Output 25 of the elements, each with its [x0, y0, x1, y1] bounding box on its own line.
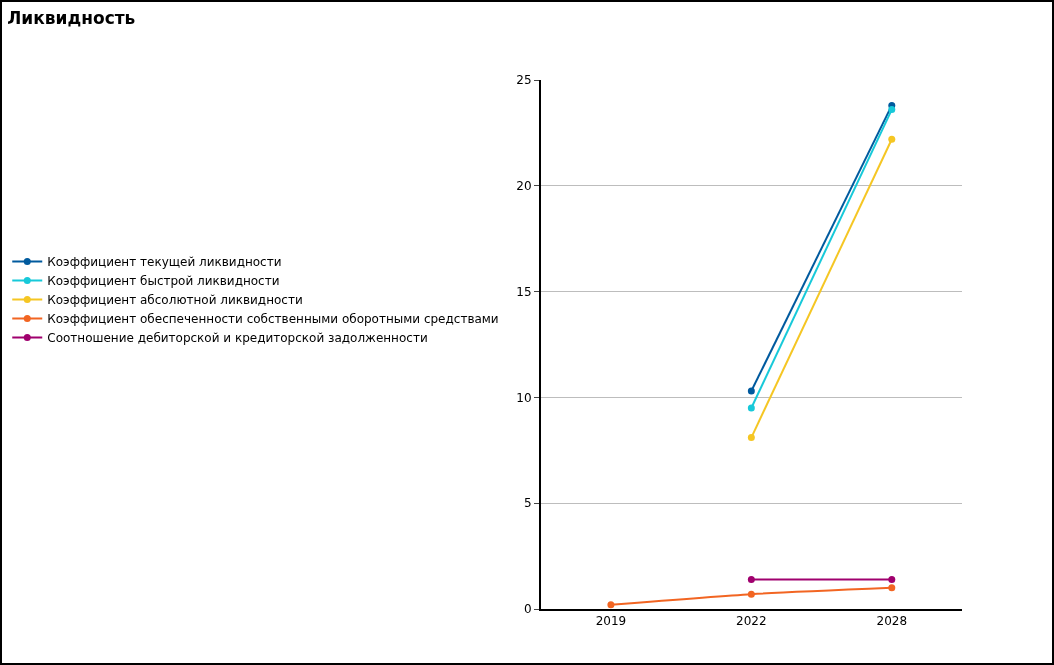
point	[747, 434, 755, 442]
point	[888, 106, 896, 114]
point	[888, 575, 896, 583]
y-tick-label: 0	[523, 602, 532, 617]
text: Ликвидность	[7, 7, 136, 28]
x-tick-label: 2022	[736, 614, 767, 629]
legend-label: Коэффициент абсолютной ликвидности	[47, 293, 303, 308]
point	[888, 584, 896, 592]
y-tick-label: 15	[516, 284, 532, 299]
x-tick-label: 2019	[595, 614, 627, 629]
y-tick-label: 10	[516, 390, 532, 405]
y-tick-label: 20	[516, 179, 532, 193]
legend-label: Соотношение дебиторской и кредиторской задолженности	[47, 331, 428, 346]
point	[888, 135, 896, 143]
point	[747, 387, 755, 395]
point	[747, 590, 755, 598]
legend-label: Коэффициент обеспеченности собственными оборотными средствами	[47, 312, 499, 327]
y-tick-label: 5	[523, 496, 532, 511]
x-tick-label: 2028	[876, 614, 908, 629]
point	[607, 601, 615, 609]
legend-label: Коэффициент текущей ликвидности	[47, 255, 282, 270]
point	[747, 404, 755, 412]
legend-label: Коэффициент быстрой ликвидности	[47, 274, 280, 289]
point	[747, 575, 755, 583]
y-tick-label: 25	[516, 73, 532, 88]
